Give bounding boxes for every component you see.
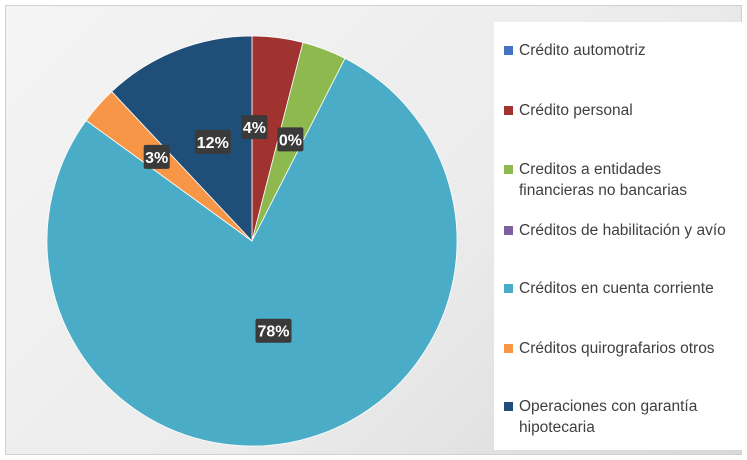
legend-label: Créditos quirografarios otros <box>519 340 715 357</box>
legend-label: Crédito personal <box>519 102 633 119</box>
legend-swatch <box>504 46 513 55</box>
legend-item-creditos-habilitacion: Créditos de habilitación y avío <box>504 220 736 241</box>
legend-item-creditos-quirografarios: Créditos quirografarios otros <box>504 338 736 359</box>
legend-swatch <box>504 402 513 411</box>
legend-label: Crédito automotriz <box>519 42 646 59</box>
legend-item-creditos-cuenta-corriente: Créditos en cuenta corriente <box>504 278 736 299</box>
legend-label: Operaciones con garantía hipotecaria <box>519 398 698 436</box>
svg-text:12%: 12% <box>197 135 229 152</box>
legend-label: Créditos de habilitación y avío <box>519 222 726 239</box>
svg-text:3%: 3% <box>145 150 168 167</box>
pie-chart: 4% 0% 78% 3% 12% <box>46 35 458 447</box>
svg-text:4%: 4% <box>243 120 266 137</box>
pie-slice <box>46 57 458 447</box>
legend-swatch <box>504 226 513 235</box>
pie-slice <box>111 35 253 243</box>
data-label: 12% <box>194 129 231 154</box>
legend-swatch <box>504 106 513 115</box>
legend-item-credito-personal: Crédito personal <box>504 100 736 121</box>
svg-text:0%: 0% <box>279 132 302 149</box>
data-label: 3% <box>143 144 170 169</box>
svg-text:78%: 78% <box>257 324 289 341</box>
data-label: 4% <box>241 115 268 140</box>
legend-label: Creditos a entidades financieras no banc… <box>519 161 688 199</box>
chart-area: 4% 0% 78% 3% 12% Crédito automotriz Crédito … <box>5 5 742 455</box>
legend-item-credito-automotriz: Crédito automotriz <box>504 40 736 61</box>
legend-swatch <box>504 284 513 293</box>
data-label: 0% <box>277 127 304 152</box>
legend-swatch <box>504 344 513 353</box>
data-label: 78% <box>255 318 292 343</box>
legend-label: Créditos en cuenta corriente <box>519 280 714 297</box>
legend-item-operaciones-hipotecaria: Operaciones con garantía hipotecaria <box>504 396 736 438</box>
legend-item-creditos-entidades: Creditos a entidades financieras no banc… <box>504 159 736 201</box>
legend-swatch <box>504 165 513 174</box>
legend: Crédito automotriz Crédito personal Cred… <box>494 22 742 450</box>
